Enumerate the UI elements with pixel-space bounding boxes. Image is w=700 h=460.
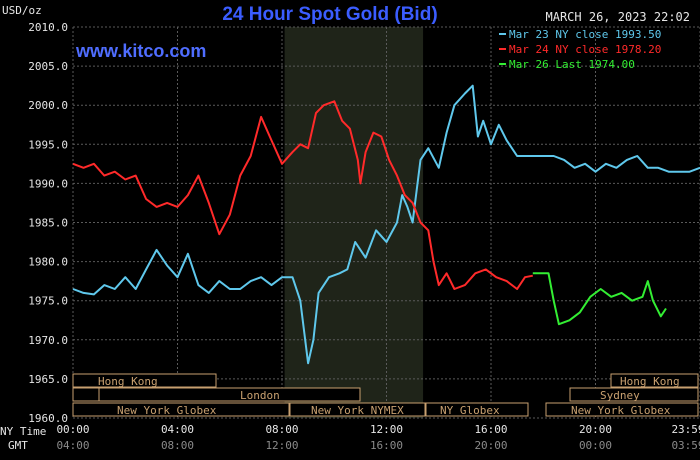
x-tick-label-ny: 04:00 — [161, 423, 194, 436]
x-tick-label-ny: 20:00 — [579, 423, 612, 436]
x-tick-label-ny: 23:59 — [671, 423, 700, 436]
kitco-watermark: www.kitco.com — [75, 41, 206, 61]
session-bars: Hong Kong London New York Globex New Yor… — [72, 373, 699, 417]
x-tick-label-gmt: 00:00 — [579, 439, 612, 452]
x-tick-label-gmt: 12:00 — [265, 439, 298, 452]
legend: Mar 23 NY close 1993.50 Mar 24 NY close … — [499, 28, 661, 71]
x-tick-label-gmt: 08:00 — [161, 439, 194, 452]
y-tick-label: 1995.0 — [28, 138, 68, 151]
ny-time-label: NY Time — [0, 425, 46, 438]
series-line-1 — [72, 100, 533, 290]
timestamp: MARCH 26, 2023 22:02 — [546, 10, 691, 24]
session-hong-kong-2: Hong Kong — [620, 375, 680, 388]
gmt-label: GMT — [8, 439, 28, 452]
legend-mar23: Mar 23 NY close 1993.50 — [509, 28, 661, 41]
session-ny-nymex: New York NYMEX — [311, 404, 404, 417]
grid-lines — [72, 26, 700, 419]
y-axis-unit-label: USD/oz — [2, 4, 42, 17]
session-ny-globex-1: New York Globex — [117, 404, 217, 417]
y-tick-label: 2000.0 — [28, 99, 68, 112]
session-ny-globex-3: New York Globex — [571, 404, 671, 417]
y-tick-label: 1975.0 — [28, 295, 68, 308]
y-axis-ticks: 2010.0 2005.0 2000.0 1995.0 1990.0 1985.0 1980… — [28, 21, 68, 425]
x-tick-label-gmt: 03:59 — [671, 439, 700, 452]
x-axis-ticks: NY Time GMT 00:00 04:00 04:00 08:00 08:00 12:… — [0, 423, 700, 452]
x-tick-label-ny: 16:00 — [474, 423, 507, 436]
series-line-0 — [72, 84, 700, 365]
x-tick-label-ny: 00:00 — [56, 423, 89, 436]
y-tick-label: 1985.0 — [28, 217, 68, 230]
session-sydney: Sydney — [600, 389, 640, 402]
x-tick-label-gmt: 20:00 — [474, 439, 507, 452]
y-tick-label: 2010.0 — [28, 21, 68, 34]
legend-mar26: Mar 26 Last 1974.00 — [509, 58, 635, 71]
session-london: London — [240, 389, 280, 402]
session-ny-globex-2: NY Globex — [440, 404, 500, 417]
y-tick-label: 1980.0 — [28, 256, 68, 269]
y-tick-label: 1990.0 — [28, 177, 68, 190]
x-tick-label-ny: 12:00 — [370, 423, 403, 436]
chart-title: 24 Hour Spot Gold (Bid) — [222, 4, 437, 25]
legend-mar24: Mar 24 NY close 1978.20 — [509, 43, 661, 56]
y-tick-label: 1965.0 — [28, 373, 68, 386]
session-hong-kong: Hong Kong — [98, 375, 158, 388]
x-tick-label-gmt: 16:00 — [370, 439, 403, 452]
series-line-2 — [532, 272, 667, 326]
y-tick-label: 1970.0 — [28, 334, 68, 347]
y-tick-label: 1960.0 — [28, 412, 68, 425]
y-tick-label: 2005.0 — [28, 60, 68, 73]
series-lines — [72, 84, 700, 365]
x-tick-label-gmt: 04:00 — [56, 439, 89, 452]
x-tick-label-ny: 08:00 — [265, 423, 298, 436]
